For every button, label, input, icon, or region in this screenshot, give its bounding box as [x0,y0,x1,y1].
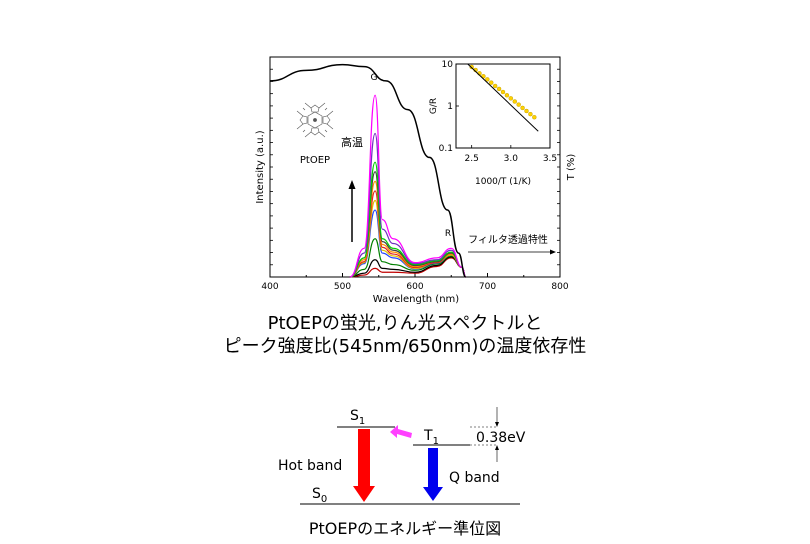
spectrum-line [349,94,467,278]
y-ticks [270,68,560,266]
x-ticks: 400 500 600 700 800 [261,273,569,292]
temperature-up-arrowhead [348,180,356,189]
x-tick-label: 600 [406,282,423,292]
q-band-label: Q band [449,470,500,486]
gap-arrowhead-top [495,422,499,427]
caption-line-1: PtOEPの蛍光,りん光スペクトルと [267,313,543,334]
hot-band-arrowhead [353,486,375,502]
x-tick-label: 400 [261,282,278,292]
spectra-series [349,94,467,278]
inset-data-point [528,111,533,117]
caption-energy-diagram: PtOEPのエネルギー準位図 [308,519,502,538]
ptoep-molecule-structure [296,102,334,138]
inset-y-tick-label: 1 [447,102,453,112]
inset-data-point [492,83,498,89]
x-tick-label: 500 [334,282,351,292]
inset-x-tick-label: 2.5 [465,154,479,164]
gap-arrowhead-bottom [495,445,499,450]
inset-y-label: G/R [429,98,439,114]
inset-data-point [524,108,529,114]
s1-label: S1 [350,408,365,427]
inset-y-tick-label: 0.1 [439,144,453,154]
gap-label: 0.38eV [476,430,526,446]
inset-frame [455,63,551,149]
y-axis-label: Intensity (a.u.) [255,130,266,203]
q-band-arrow [428,448,438,488]
x-axis-label: Wavelength (nm) [373,294,459,305]
inset-data-point [512,99,517,104]
inset-data-point [520,105,525,111]
intersystem-crossing-arrow [390,425,412,438]
x-tick-label: 800 [551,282,568,292]
inset-data-point [532,115,537,120]
hot-band-arrow [358,429,370,487]
filter-transmission-curve [269,63,467,278]
inset-data-point [496,86,502,92]
inset-y-tick-label: 10 [442,60,454,70]
t1-label: T1 [423,428,439,447]
x-tick-label: 700 [479,282,496,292]
inset-data-point [485,77,490,82]
inset-x-tick-label: 3.0 [504,154,519,164]
inset-x-tick-label: 3.5 [543,154,557,164]
peak-label-r: R [445,229,451,239]
s0-label: S0 [312,486,327,505]
inset-fit-line [467,63,539,132]
inset-data-point [508,96,514,101]
inset-data-point [504,93,510,98]
inset-data-point [469,64,474,70]
caption-line-2: ピーク強度比(545nm/650nm)の温度依存性 [223,336,587,357]
energy-diagram: S1 T1 S0 0.38eV Hot band Q band [278,407,526,505]
high-temp-label: 高温 [341,135,363,149]
inset-data-point [516,102,521,107]
filter-arrowhead [550,249,556,255]
peak-label-g: G [371,73,378,83]
inset-x-label: 1000/T (1/K) [475,177,531,187]
spectrum-chart: 400 500 600 700 800 Wavelength (nm) Intensit… [255,56,577,305]
inset-ticks: 2.5 3.0 3.5 10 1 0.1 [439,60,557,164]
right-axis-label: T (%) [566,154,577,182]
hot-band-label: Hot band [278,458,342,474]
inset-chart: 2.5 3.0 3.5 10 1 0.1 G/R 1000/T (1/K) [429,60,557,187]
inset-data-point [489,80,494,85]
filter-label: フィルタ透過特性 [468,233,548,246]
q-band-arrowhead [423,487,443,501]
molecule-label: PtOEP [300,155,330,166]
inset-data-point [500,89,506,95]
